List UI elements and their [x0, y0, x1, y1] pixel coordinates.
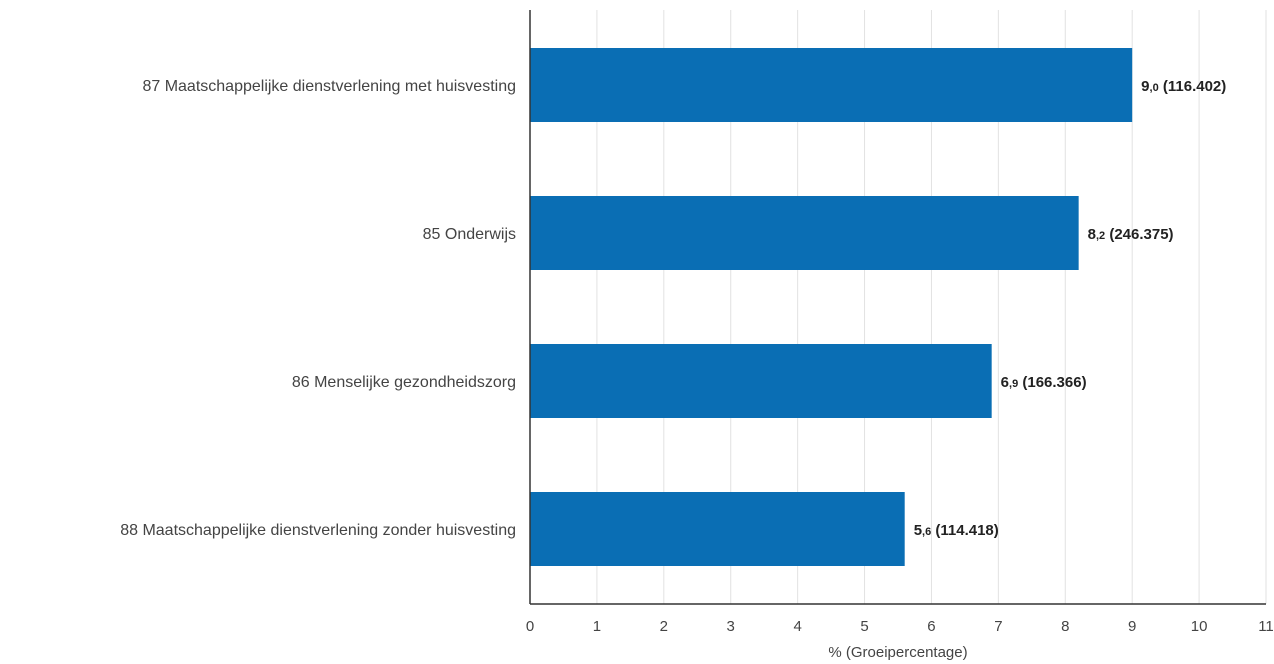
x-tick-label: 1: [593, 618, 601, 635]
data-label: 5,6 (114.418): [914, 522, 999, 539]
axes: [529, 10, 1266, 605]
x-tick-label: 8: [1061, 618, 1069, 635]
x-tick-label: 0: [526, 618, 534, 635]
category-label: 85 Onderwijs: [423, 226, 516, 243]
x-tick-label: 10: [1191, 618, 1208, 635]
x-tick-label: 11: [1258, 618, 1274, 635]
bar[interactable]: [530, 196, 1079, 270]
x-tick-label: 5: [860, 618, 868, 635]
bar[interactable]: [530, 492, 905, 566]
category-label: 87 Maatschappelijke dienstverlening met …: [142, 78, 516, 95]
x-tick-label: 9: [1128, 618, 1136, 635]
data-label: 8,2 (246.375): [1088, 226, 1174, 243]
data-label: 6,9 (166.366): [1001, 374, 1087, 391]
x-tick-label: 6: [927, 618, 935, 635]
x-tick-label: 4: [793, 618, 801, 635]
bar[interactable]: [530, 48, 1133, 122]
x-axis-title: % (Groeipercentage): [828, 644, 967, 661]
category-label: 88 Maatschappelijke dienstverlening zond…: [120, 522, 516, 539]
category-label: 86 Menselijke gezondheidszorg: [292, 374, 516, 391]
labels: 0 1 2 3 4 5 6 7 8 9 10 11 87 Maatschappelijke dienst…: [120, 78, 1274, 635]
x-tick-label: 7: [994, 618, 1002, 635]
bars: [530, 48, 1133, 566]
bar[interactable]: [530, 344, 992, 418]
x-tick-label: 3: [727, 618, 735, 635]
data-label: 9,0 (116.402): [1141, 78, 1226, 95]
x-tick-label: 2: [660, 618, 668, 635]
